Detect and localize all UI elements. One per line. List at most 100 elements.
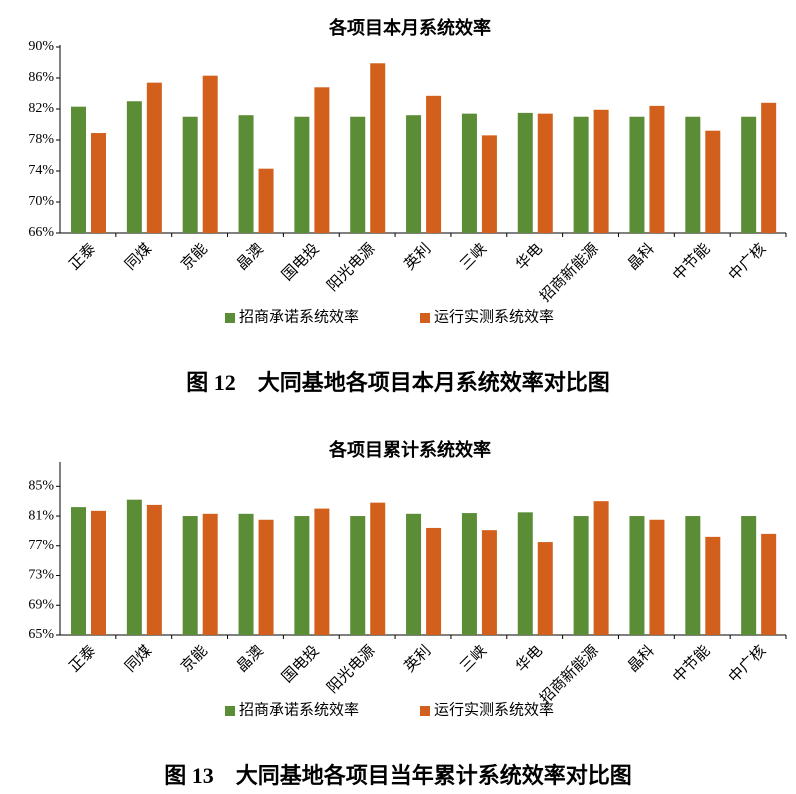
- bar: [258, 168, 274, 233]
- bar: [761, 102, 777, 233]
- bar: [406, 115, 422, 233]
- bar: [705, 536, 721, 635]
- y-tick-label: 82%: [28, 101, 54, 116]
- bar: [71, 106, 86, 233]
- x-tick-label: 英利: [400, 642, 434, 676]
- bar: [461, 513, 477, 635]
- x-tick-label: 中广核: [725, 240, 769, 284]
- x-tick-label: 晶澳: [233, 642, 266, 675]
- x-tick-label: 招商新能源: [537, 642, 602, 707]
- bar: [741, 516, 757, 635]
- x-tick-label: 正泰: [66, 642, 99, 675]
- bar: [238, 115, 254, 233]
- y-tick-label: 78%: [28, 132, 54, 147]
- x-tick-label: 晶澳: [233, 240, 266, 273]
- bar: [314, 508, 330, 635]
- bar: [350, 116, 366, 233]
- bar: [350, 516, 366, 635]
- bar: [761, 533, 777, 635]
- legend-label: 招商承诺系统效率: [239, 308, 359, 325]
- y-tick-label: 77%: [28, 538, 54, 553]
- x-tick-label: 京能: [178, 240, 211, 273]
- y-tick-label: 81%: [28, 508, 54, 523]
- bar: [314, 87, 330, 233]
- y-tick-label: 69%: [28, 597, 54, 612]
- legend-label: 运行实测系统效率: [434, 701, 554, 718]
- x-tick-label: 英利: [400, 240, 434, 274]
- bar: [182, 516, 198, 635]
- bar: [649, 105, 665, 233]
- bar: [537, 542, 553, 635]
- x-tick-label: 中广核: [725, 642, 769, 686]
- bar: [573, 116, 589, 233]
- chart-title: 各项目累计系统效率: [328, 439, 491, 460]
- legend-swatch: [420, 313, 430, 323]
- y-tick-label: 73%: [28, 568, 54, 583]
- y-tick-label: 86%: [28, 70, 54, 85]
- y-tick-label: 90%: [28, 39, 54, 54]
- chart-title: 各项目本月系统效率: [328, 17, 491, 38]
- y-tick-label: 85%: [28, 479, 54, 494]
- x-tick-label: 正泰: [66, 240, 99, 273]
- bar: [370, 63, 386, 234]
- bar: [517, 112, 533, 233]
- bar: [629, 516, 645, 635]
- bar: [481, 530, 497, 635]
- legend-swatch: [225, 706, 235, 716]
- x-tick-label: 华电: [513, 240, 546, 273]
- x-tick-label: 同煤: [122, 642, 155, 675]
- figure-caption: 图 12 大同基地各项目本月系统效率对比图: [186, 370, 610, 395]
- bar: [126, 101, 142, 233]
- y-tick-label: 65%: [28, 627, 54, 642]
- x-tick-label: 京能: [178, 642, 211, 675]
- x-tick-label: 国电投: [279, 240, 323, 284]
- x-tick-label: 国电投: [279, 642, 323, 686]
- bar: [294, 116, 310, 233]
- bar: [294, 516, 310, 635]
- x-tick-label: 三峡: [457, 642, 490, 675]
- bar: [202, 513, 218, 635]
- bar: [258, 519, 274, 635]
- figure-caption: 图 13 大同基地各项目当年累计系统效率对比图: [164, 763, 632, 788]
- bar: [705, 130, 721, 233]
- bar: [426, 95, 442, 233]
- legend-label: 招商承诺系统效率: [239, 701, 359, 718]
- x-tick-label: 晶科: [624, 642, 657, 675]
- bar: [146, 504, 162, 635]
- bar: [126, 499, 142, 635]
- bar: [629, 116, 645, 233]
- bar: [537, 113, 553, 233]
- bar: [593, 501, 609, 635]
- bar: [202, 75, 218, 233]
- bar: [146, 82, 162, 234]
- bar: [649, 519, 665, 635]
- bar: [406, 513, 422, 635]
- bar: [461, 113, 477, 233]
- x-tick-label: 阳光电源: [324, 642, 378, 696]
- x-tick-label: 晶科: [624, 240, 657, 273]
- bar: [481, 135, 497, 233]
- legend-label: 运行实测系统效率: [434, 308, 554, 325]
- y-tick-label: 74%: [28, 163, 54, 178]
- x-tick-label: 中节能: [670, 642, 714, 686]
- bar: [370, 502, 386, 635]
- bar: [517, 512, 533, 635]
- bar: [238, 513, 254, 635]
- x-tick-label: 中节能: [670, 240, 714, 284]
- bar: [685, 116, 701, 233]
- legend-swatch: [225, 313, 235, 323]
- bar: [593, 109, 609, 233]
- bar: [91, 133, 106, 233]
- bar: [71, 507, 86, 635]
- bar: [426, 527, 442, 635]
- bar: [91, 510, 106, 635]
- x-tick-label: 同煤: [122, 240, 155, 273]
- x-tick-label: 三峡: [457, 240, 490, 273]
- x-tick-label: 招商新能源: [537, 240, 602, 305]
- y-tick-label: 66%: [28, 225, 54, 240]
- bar: [685, 516, 701, 635]
- legend-swatch: [420, 706, 430, 716]
- x-tick-label: 华电: [513, 642, 546, 675]
